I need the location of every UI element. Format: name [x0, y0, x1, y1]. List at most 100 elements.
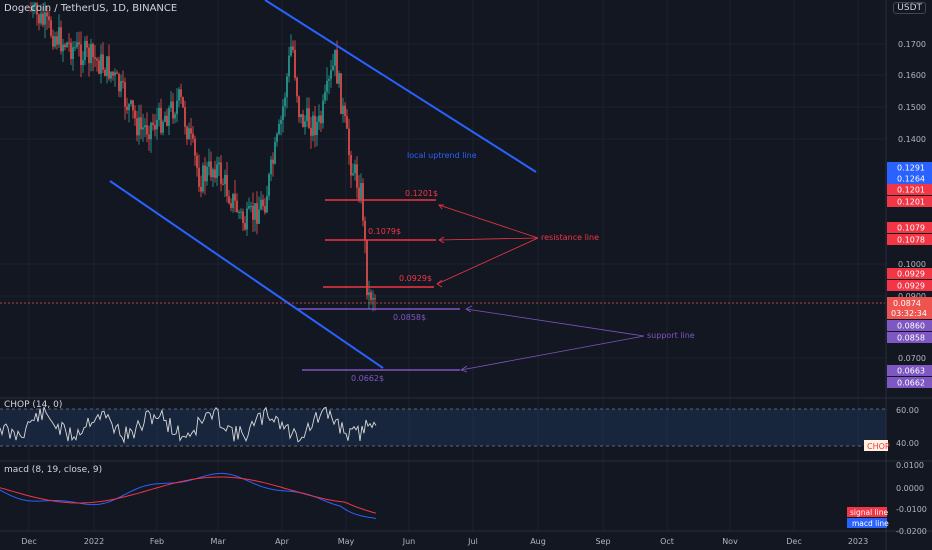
candle-body — [356, 164, 358, 188]
candle-body — [312, 115, 314, 136]
candle-body — [294, 49, 296, 78]
candle-body — [104, 69, 106, 76]
candle-body — [146, 125, 148, 135]
candle-body — [152, 122, 154, 126]
candle-body — [58, 27, 60, 45]
candle-body — [224, 174, 226, 185]
candle-body — [228, 196, 230, 204]
price-tick-label: 0.1000 — [898, 260, 926, 269]
candle-body — [336, 49, 338, 84]
candle-body — [256, 203, 258, 224]
price-badge-bg — [887, 196, 932, 207]
candle-body — [142, 127, 144, 130]
indicator-tick-label: -0.0100 — [896, 505, 927, 514]
candle-body — [98, 60, 100, 74]
candle-body — [106, 56, 108, 76]
time-tick-label: Nov — [722, 537, 738, 546]
candle-body — [246, 208, 248, 230]
candle-body — [210, 161, 212, 178]
candle-body — [304, 121, 306, 128]
candle-body — [166, 115, 168, 126]
indicator-tick-label: -0.0200 — [896, 527, 927, 536]
chop-legend[interactable]: CHOP (14, 0) — [4, 400, 63, 410]
price-tick-label: 0.1500 — [898, 103, 926, 112]
candle-body — [186, 126, 188, 140]
candle-body — [126, 106, 128, 111]
candle-body — [276, 134, 278, 142]
candle-body — [178, 89, 180, 101]
candle-body — [70, 42, 72, 60]
time-tick-label: 2022 — [84, 537, 104, 546]
time-tick-label: Dec — [786, 537, 801, 546]
support-arrows — [460, 305, 645, 373]
candle-body — [300, 114, 302, 118]
candle-body — [74, 47, 76, 49]
price-badge: 0.0858 — [897, 334, 925, 343]
candle-body — [298, 96, 300, 118]
price-badges: 0.1291 0.1264 0.1201 0.1201 0.1079 0.1078 0.09… — [887, 162, 932, 388]
grid — [0, 0, 886, 531]
time-axis: Dec 2022 Feb Mar Apr May Jun Jul Aug Sep Oct Nov Dec… — [21, 537, 868, 546]
time-tick-label: Apr — [275, 537, 290, 546]
candle-body — [344, 105, 346, 117]
price-badge: 0.0662 — [897, 379, 925, 388]
macd-badge: macd line — [852, 519, 889, 528]
price-badge: 0.1201 — [897, 186, 925, 195]
candle-body — [100, 54, 102, 74]
price-tick-label: 0.0900 — [898, 292, 926, 301]
candle-body — [188, 128, 190, 140]
candle-body — [52, 35, 54, 47]
annotation-local-uptrend: local uptrend line — [407, 151, 477, 160]
time-tick-label: Dec — [21, 537, 36, 546]
candle-body — [310, 127, 312, 136]
candle-body — [322, 100, 324, 124]
candle-body — [34, 3, 36, 6]
candle-body — [340, 73, 342, 114]
candlesticks — [30, 2, 376, 312]
candle-body — [214, 169, 216, 178]
countdown-timer: 03:32:34 — [891, 309, 927, 318]
support-levels — [298, 308, 460, 371]
candle-body — [202, 165, 204, 192]
candle-body — [308, 108, 310, 128]
currency-badge[interactable]: USDT — [893, 2, 926, 14]
candle-body — [278, 123, 280, 135]
candle-body — [62, 44, 64, 52]
candle-body — [254, 203, 256, 220]
candle-body — [282, 106, 284, 121]
candle-body — [80, 44, 82, 66]
candle-body — [226, 174, 228, 197]
candle-body — [122, 81, 124, 83]
candle-body — [234, 193, 236, 201]
signal-badge-bg — [847, 507, 887, 517]
macd-legend[interactable]: macd (8, 19, close, 9) — [4, 465, 103, 475]
candle-body — [86, 40, 88, 48]
chop-badge: CHOP — [867, 442, 890, 451]
candle-body — [50, 20, 52, 36]
time-tick-label: Mar — [210, 537, 226, 546]
candle-body — [292, 46, 294, 50]
candle-body — [332, 65, 334, 71]
candle-body — [314, 115, 316, 136]
candle-body — [330, 70, 332, 79]
candle-body — [218, 162, 220, 165]
candle-body — [280, 120, 282, 124]
candle-body — [324, 91, 326, 101]
indicator-tick-label: 60.00 — [896, 406, 919, 415]
candle-body — [206, 166, 208, 182]
candle-body — [196, 155, 198, 168]
candle-body — [40, 13, 42, 24]
price-badge: 0.1078 — [897, 236, 925, 245]
time-tick-label: Oct — [660, 537, 674, 546]
price-badge: 0.0929 — [897, 282, 925, 291]
candle-body — [220, 162, 222, 184]
candle-body — [176, 100, 178, 115]
price-badge-bg — [887, 268, 932, 279]
candle-body — [30, 10, 32, 11]
resistance-levels — [323, 199, 436, 288]
price-badge-bg — [887, 280, 932, 291]
candle-body — [208, 161, 210, 167]
candle-body — [60, 27, 62, 52]
price-badge-bg — [887, 184, 932, 195]
